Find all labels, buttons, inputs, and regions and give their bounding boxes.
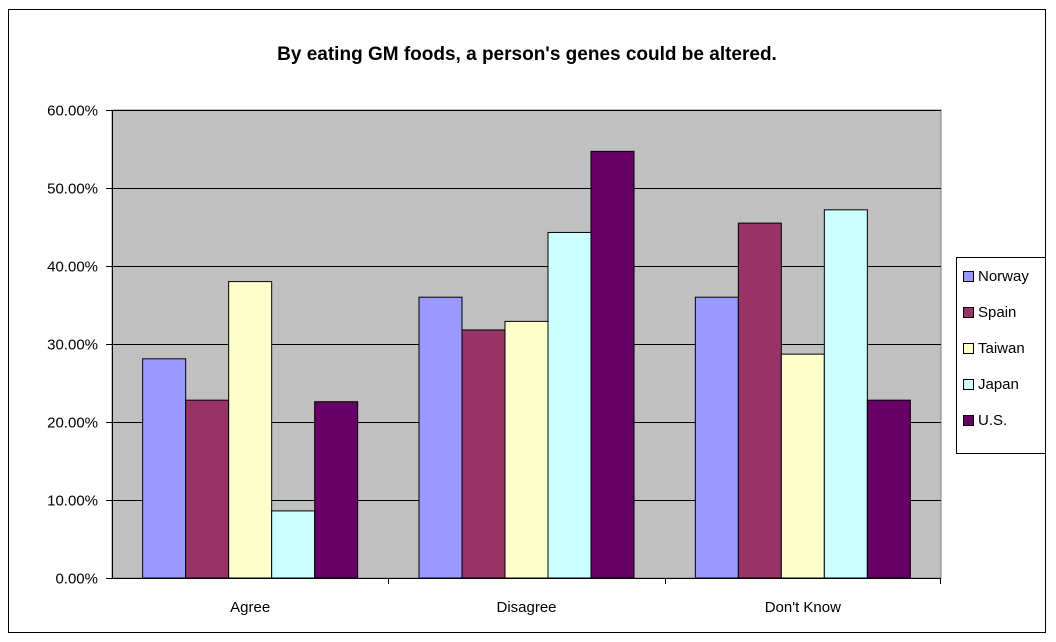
legend-item: Japan	[963, 374, 1019, 394]
bar-japan-disagree	[547, 231, 592, 579]
legend-swatch	[963, 414, 974, 426]
legend-item: Spain	[963, 302, 1016, 322]
bar-norway-disagree	[418, 296, 463, 579]
bar-norway-agree	[142, 358, 187, 579]
bar-norway-don-t-know	[694, 296, 739, 579]
x-category-label: Agree	[230, 599, 270, 616]
bar-spain-agree	[185, 399, 230, 579]
legend-label: Japan	[978, 375, 1019, 393]
y-tick-label: 0.00%	[55, 571, 98, 588]
legend-label: Taiwan	[978, 339, 1025, 357]
y-tick-label: 20.00%	[47, 415, 98, 432]
bar-taiwan-agree	[228, 281, 273, 579]
chart-title: By eating GM foods, a person's genes cou…	[277, 44, 777, 65]
bar-u-s-don-t-know	[866, 399, 911, 579]
legend-swatch	[963, 378, 974, 390]
legend-item: U.S.	[963, 410, 1007, 430]
bar-u-s-agree	[314, 401, 359, 579]
bar-spain-disagree	[461, 329, 506, 579]
legend-swatch	[963, 270, 974, 282]
legend-label: Norway	[978, 267, 1029, 285]
x-category-label: Disagree	[496, 599, 556, 616]
legend-swatch	[963, 342, 974, 354]
bar-u-s-disagree	[590, 150, 635, 579]
legend-label: Spain	[978, 303, 1017, 321]
legend-item: Taiwan	[963, 338, 1025, 358]
chart-legend: Norway Spain Taiwan Japan U.S.	[956, 257, 1046, 454]
y-tick-label: 30.00%	[47, 337, 98, 354]
legend-item: Norway	[963, 266, 1029, 286]
legend-label: U.S.	[978, 411, 1008, 429]
y-tick-label: 50.00%	[47, 181, 98, 198]
bar-taiwan-don-t-know	[780, 353, 825, 579]
y-tick-label: 40.00%	[47, 259, 98, 276]
legend-swatch	[963, 306, 974, 318]
bar-taiwan-disagree	[504, 320, 549, 579]
bar-japan-agree	[271, 510, 316, 579]
y-tick-label: 60.00%	[47, 103, 98, 120]
x-category-label: Don't Know	[765, 599, 841, 616]
y-tick-label: 10.00%	[47, 493, 98, 510]
bar-spain-don-t-know	[737, 222, 782, 579]
bar-japan-don-t-know	[823, 209, 868, 579]
